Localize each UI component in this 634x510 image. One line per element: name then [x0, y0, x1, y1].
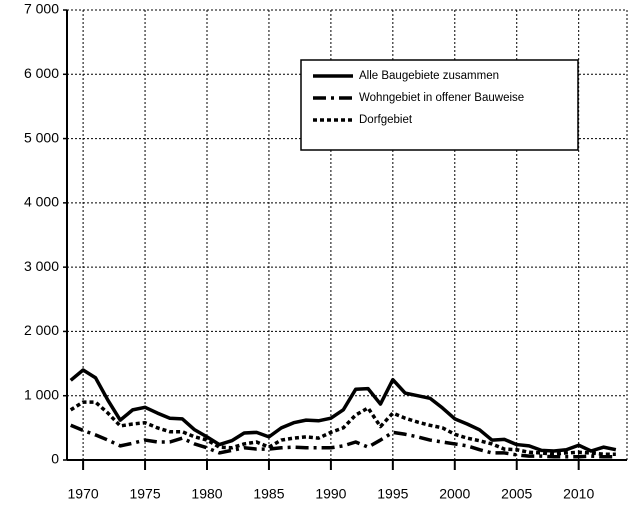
y-tick-label: 1 000: [24, 386, 59, 402]
x-tick-label: 2010: [563, 486, 594, 502]
x-tick-label: 1980: [191, 486, 222, 502]
x-tick-label: 1975: [129, 486, 160, 502]
y-tick-label: 5 000: [24, 129, 59, 145]
series-line: [69, 368, 617, 453]
y-tick-label: 0: [51, 451, 59, 467]
y-tick-label: 6 000: [24, 65, 59, 81]
y-tick-label: 3 000: [24, 258, 59, 274]
series-line: [70, 423, 616, 459]
y-tick-label: 4 000: [24, 194, 59, 210]
x-tick-label: 1990: [315, 486, 346, 502]
x-tick-label: 1970: [68, 486, 99, 502]
series-line: [69, 400, 616, 456]
x-tick-label: 1995: [377, 486, 408, 502]
legend-label: Wohngebiet in offener Bauweise: [359, 92, 524, 104]
legend-label: Dorfgebiet: [359, 114, 413, 126]
x-tick-label: 2000: [439, 486, 470, 502]
x-tick-label: 1985: [253, 486, 284, 502]
legend-label: Alle Baugebiete zusammen: [359, 70, 499, 82]
y-tick-label: 7 000: [24, 1, 59, 17]
y-tick-label: 2 000: [24, 322, 59, 338]
x-tick-label: 2005: [501, 486, 532, 502]
